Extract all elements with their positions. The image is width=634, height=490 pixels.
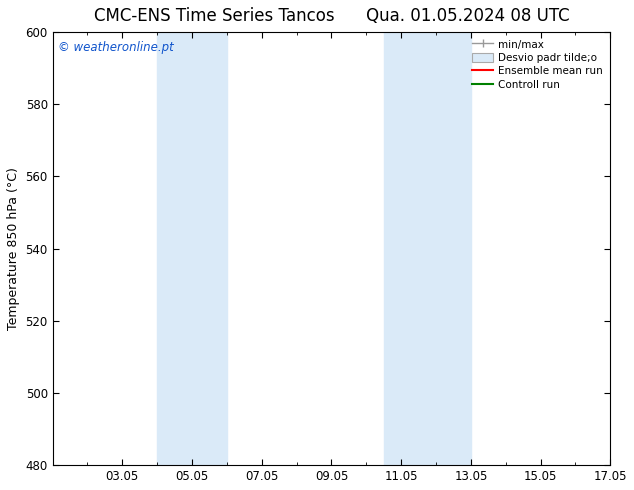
Bar bbox=[384, 32, 471, 465]
Title: CMC-ENS Time Series Tancos      Qua. 01.05.2024 08 UTC: CMC-ENS Time Series Tancos Qua. 01.05.20… bbox=[94, 7, 569, 25]
Y-axis label: Temperature 850 hPa (°C): Temperature 850 hPa (°C) bbox=[7, 167, 20, 330]
Legend: min/max, Desvio padr tilde;o, Ensemble mean run, Controll run: min/max, Desvio padr tilde;o, Ensemble m… bbox=[468, 35, 607, 94]
Bar bbox=[157, 32, 227, 465]
Text: © weatheronline.pt: © weatheronline.pt bbox=[58, 41, 174, 54]
